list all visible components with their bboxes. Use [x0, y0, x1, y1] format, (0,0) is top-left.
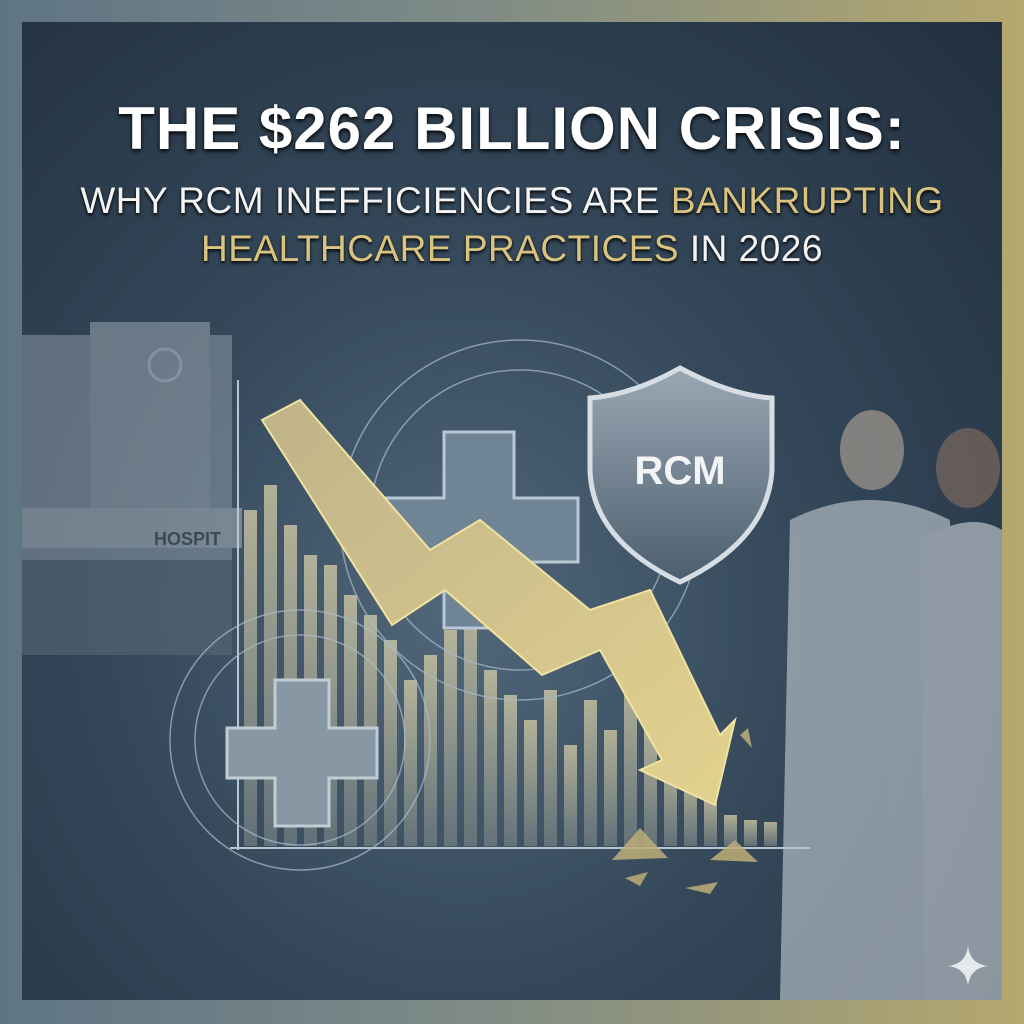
decorative-bar [244, 510, 257, 846]
decorative-bar [444, 630, 457, 846]
shield-icon [587, 365, 775, 585]
decorative-bar [704, 800, 717, 846]
subtitle-line-2: HEALTHCARE PRACTICES IN 2026 [0, 228, 1024, 270]
sparkle-icon [948, 946, 988, 986]
decorative-bar [624, 685, 637, 846]
subtitle-line-1: WHY RCM INEFFICIENCIES ARE BANKRUPTING [0, 180, 1024, 222]
hospital-building-icon [22, 322, 242, 655]
decorative-bar [724, 815, 737, 846]
decorative-bar [584, 700, 597, 846]
decorative-bar [564, 745, 577, 846]
decorative-bar [464, 600, 477, 846]
decorative-bar [404, 680, 417, 846]
subtitle-highlight: BANKRUPTING [670, 180, 944, 221]
medical-cross-icon [225, 678, 379, 828]
subtitle-text: WHY RCM INEFFICIENCIES ARE [80, 180, 671, 221]
decorative-bar [544, 690, 557, 846]
decorative-bar [424, 655, 437, 846]
decorative-bar [484, 670, 497, 846]
decorative-bar [684, 780, 697, 846]
decorative-bar [344, 595, 357, 846]
decorative-bar [504, 695, 517, 846]
hospital-sign: HOSPIT [154, 529, 221, 549]
doctors-icon [780, 410, 1002, 1000]
shield-label: RCM [634, 449, 725, 493]
decorative-bar [604, 730, 617, 846]
decorative-bar [644, 730, 657, 846]
decorative-bar [524, 720, 537, 846]
debris-shards [612, 728, 758, 894]
decorative-bar [744, 820, 757, 846]
subtitle-highlight: HEALTHCARE PRACTICES [201, 228, 680, 269]
down-arrow-icon [260, 398, 737, 807]
decorative-bar [384, 640, 397, 846]
subtitle-text: IN 2026 [679, 228, 823, 269]
decorative-bar [764, 822, 777, 846]
page-title: THE $262 BILLION CRISIS: [118, 95, 906, 162]
